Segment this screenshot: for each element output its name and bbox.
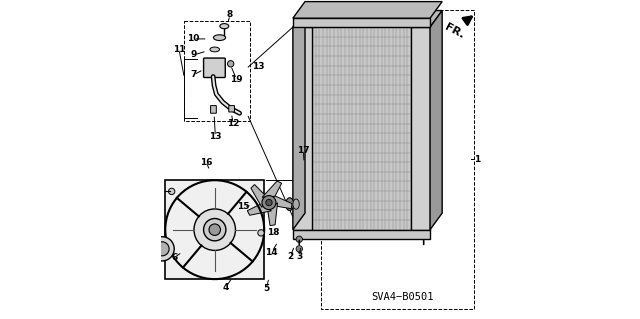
Circle shape bbox=[155, 242, 169, 256]
Polygon shape bbox=[430, 11, 442, 230]
Polygon shape bbox=[293, 18, 430, 27]
Text: 15: 15 bbox=[237, 202, 250, 211]
Text: 9: 9 bbox=[191, 50, 197, 59]
Text: 8: 8 bbox=[227, 11, 233, 19]
Text: 5: 5 bbox=[263, 284, 269, 293]
Text: 13: 13 bbox=[209, 132, 221, 141]
Text: 17: 17 bbox=[297, 146, 310, 155]
Ellipse shape bbox=[285, 198, 294, 211]
Polygon shape bbox=[411, 11, 442, 27]
Polygon shape bbox=[324, 11, 423, 213]
Polygon shape bbox=[165, 180, 264, 279]
Text: 12: 12 bbox=[227, 119, 239, 128]
Text: 4: 4 bbox=[223, 283, 229, 292]
Text: 10: 10 bbox=[187, 34, 200, 43]
Polygon shape bbox=[293, 2, 442, 18]
Text: 11: 11 bbox=[173, 45, 185, 54]
FancyBboxPatch shape bbox=[211, 106, 216, 113]
Circle shape bbox=[296, 236, 303, 242]
Polygon shape bbox=[247, 204, 271, 215]
Text: 14: 14 bbox=[266, 248, 278, 256]
Text: 1: 1 bbox=[474, 155, 480, 164]
Text: FR.: FR. bbox=[443, 22, 465, 40]
Text: 18: 18 bbox=[268, 228, 280, 237]
Polygon shape bbox=[312, 27, 411, 230]
Circle shape bbox=[135, 262, 149, 276]
Polygon shape bbox=[293, 11, 305, 230]
Circle shape bbox=[266, 199, 272, 206]
Ellipse shape bbox=[220, 24, 228, 29]
Text: 6: 6 bbox=[171, 253, 177, 262]
Polygon shape bbox=[411, 27, 430, 230]
Text: 13: 13 bbox=[253, 63, 265, 71]
Text: 3: 3 bbox=[296, 252, 302, 261]
Polygon shape bbox=[312, 11, 423, 27]
Polygon shape bbox=[293, 27, 312, 230]
Circle shape bbox=[150, 237, 174, 261]
Ellipse shape bbox=[210, 47, 220, 52]
Polygon shape bbox=[272, 195, 292, 209]
Circle shape bbox=[262, 196, 276, 210]
Circle shape bbox=[194, 209, 236, 250]
Circle shape bbox=[227, 61, 234, 67]
Polygon shape bbox=[268, 203, 278, 226]
Circle shape bbox=[258, 230, 264, 236]
Ellipse shape bbox=[214, 35, 225, 41]
Polygon shape bbox=[251, 184, 265, 207]
Text: SVA4−B0501: SVA4−B0501 bbox=[372, 292, 434, 302]
Text: 7: 7 bbox=[190, 70, 196, 79]
Polygon shape bbox=[293, 11, 324, 27]
FancyBboxPatch shape bbox=[204, 58, 225, 78]
Text: 19: 19 bbox=[230, 75, 243, 84]
Circle shape bbox=[168, 188, 175, 195]
FancyBboxPatch shape bbox=[228, 106, 234, 112]
Circle shape bbox=[204, 219, 226, 241]
Polygon shape bbox=[262, 181, 282, 197]
Polygon shape bbox=[293, 230, 430, 239]
Text: 16: 16 bbox=[200, 158, 212, 167]
Ellipse shape bbox=[293, 199, 300, 209]
Circle shape bbox=[209, 224, 220, 235]
Circle shape bbox=[296, 246, 303, 252]
Text: 2: 2 bbox=[287, 252, 294, 261]
